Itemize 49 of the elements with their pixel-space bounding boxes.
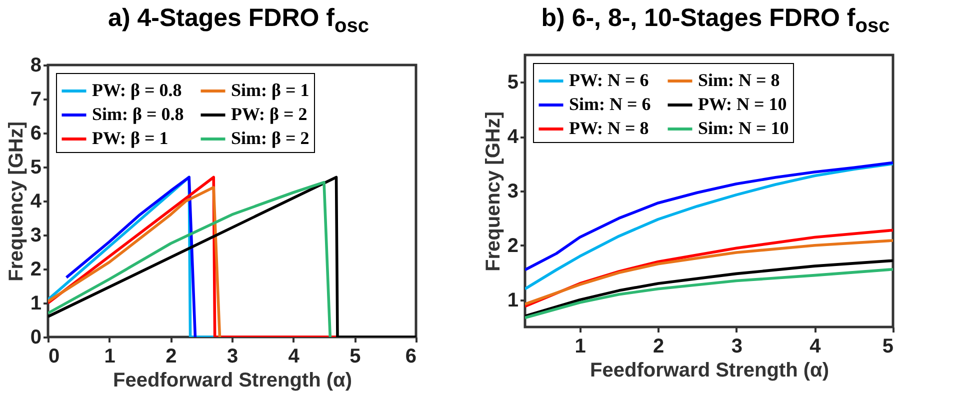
line-series: [65, 176, 197, 337]
x-tick-label: 2: [166, 346, 177, 368]
y-axis-title: Frequency [GHz]: [5, 121, 28, 282]
legend-label: PW: β = 0.8: [92, 80, 182, 100]
chart-title: b) 6-, 8-, 10-Stages FDRO f$_{osc}$: [540, 3, 891, 39]
legend-label: Sim: β = 0.8: [92, 104, 184, 124]
y-tick-label: 8: [30, 54, 42, 76]
x-tick-label: 4: [810, 336, 822, 358]
x-axis-title: Feedforward Strength (α): [590, 360, 829, 382]
y-tick-label: 5: [507, 72, 518, 94]
y-tick-label: 1: [30, 292, 42, 314]
legend-label: Sim: N = 8: [698, 70, 780, 90]
legend-label: PW: N = 10: [698, 94, 787, 114]
x-tick-label: 2: [653, 336, 664, 358]
legend-label: PW: β = 1: [92, 128, 168, 148]
x-tick-label: 3: [226, 346, 238, 368]
legend-label: Sim: N = 6: [569, 94, 651, 114]
x-tick-label: 6: [405, 346, 416, 368]
y-axis-title: Frequency [GHz]: [482, 111, 504, 272]
x-tick-label: 3: [731, 336, 742, 358]
y-tick-label: 1: [507, 289, 518, 312]
legend-label: Sim: β = 1: [231, 80, 310, 100]
y-tick-label: 5: [30, 156, 42, 178]
legend-label: PW: β = 2: [231, 104, 308, 124]
legend-label: Sim: β = 2: [231, 128, 310, 148]
x-tick-label: 5: [882, 336, 894, 358]
legend-label: Sim: N = 10: [698, 118, 789, 138]
x-tick-label: 1: [574, 336, 586, 358]
chart-title: a) 4-Stages FDRO f$_{osc}$: [107, 3, 370, 39]
x-tick-label: 5: [350, 346, 361, 368]
y-tick-label: 6: [30, 122, 42, 144]
line-series: [525, 239, 893, 306]
y-tick-label: 2: [30, 258, 42, 280]
line-series: [525, 268, 893, 320]
y-tick-label: 3: [507, 180, 518, 202]
x-tick-label: 4: [288, 346, 300, 368]
y-tick-label: 4: [507, 126, 520, 148]
line-series: [525, 259, 893, 318]
y-tick-label: 4: [30, 190, 42, 212]
y-tick-label: 2: [507, 234, 518, 257]
line-series: [525, 162, 893, 290]
y-tick-label: 7: [30, 88, 42, 110]
line-series: [525, 161, 893, 272]
legend-label: PW: N = 8: [569, 118, 649, 138]
x-tick-label: 0: [48, 346, 60, 368]
legend-label: PW: N = 6: [569, 70, 649, 90]
x-tick-label: 1: [104, 346, 116, 368]
x-axis-title: Feedforward Strength (α): [113, 370, 352, 392]
y-tick-label: 3: [30, 224, 42, 246]
